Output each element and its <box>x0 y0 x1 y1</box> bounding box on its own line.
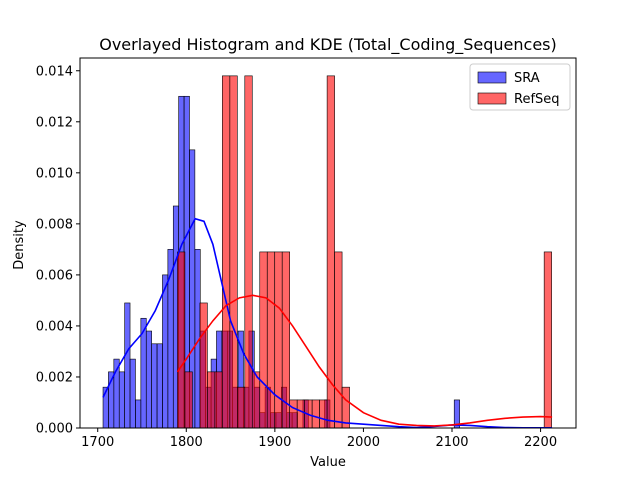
plot-frame <box>79 57 577 429</box>
y-tick-label-6: 0.012 <box>36 115 73 130</box>
legend-swatch-refseq <box>477 92 507 105</box>
x-tick-label-0: 1700 <box>81 435 114 450</box>
histogram-bar-sra-6 <box>135 399 142 429</box>
histogram-bar-sra-3 <box>118 371 125 429</box>
x-tick-label-2: 1900 <box>258 435 291 450</box>
histogram-bar-sra-8 <box>145 330 152 429</box>
y-tick-label-5: 0.010 <box>36 166 73 181</box>
legend-label-refseq: RefSeq <box>514 92 560 107</box>
histogram-bar-sra-4 <box>124 302 131 429</box>
x-tick-label-4: 2100 <box>435 435 468 450</box>
histogram-bar-refseq-19 <box>319 399 328 429</box>
histogram-bar-refseq-9 <box>244 75 253 429</box>
histogram-bar-refseq-0 <box>177 251 186 429</box>
y-tick-label-2: 0.004 <box>36 319 73 334</box>
legend: SRA RefSeq <box>469 63 571 111</box>
histogram-bar-refseq-4 <box>207 371 216 429</box>
histogram-bar-refseq-20 <box>326 75 335 429</box>
histogram-bar-refseq-21 <box>334 251 343 429</box>
histogram-bar-refseq-3 <box>199 302 208 429</box>
histogram-bar-sra-11 <box>162 274 169 429</box>
x-tick-label-5: 2200 <box>524 435 557 450</box>
y-axis-label: Density <box>12 220 27 270</box>
y-tick-label-4: 0.008 <box>36 217 73 232</box>
legend-swatch-sra <box>477 71 507 84</box>
kde-line-refseq <box>176 294 553 427</box>
histogram-bar-refseq-8 <box>237 386 246 429</box>
y-tick-label-0: 0.000 <box>36 422 73 437</box>
histogram-bar-refseq-49 <box>543 251 552 429</box>
x-tick-label-3: 2000 <box>347 435 380 450</box>
histogram-bar-refseq-1 <box>184 371 193 429</box>
legend-label-sra: SRA <box>514 71 540 86</box>
histogram-bar-refseq-6 <box>222 75 231 429</box>
chart-title: Overlayed Histogram and KDE (Total_Codin… <box>99 35 557 55</box>
histogram-bar-refseq-15 <box>289 399 298 429</box>
histogram-bar-sra-5 <box>129 358 136 429</box>
histogram-bar-refseq-5 <box>214 371 223 429</box>
histogram-bar-refseq-13 <box>274 251 283 429</box>
histogram-bar-refseq-7 <box>229 75 238 429</box>
plot-area: 1700 1800 1900 2000 2100 2200 0.000 0.002 0.004 0… <box>36 57 577 450</box>
histogram-bar-sra-10 <box>156 343 163 429</box>
y-tick-label-1: 0.002 <box>36 370 73 385</box>
x-axis-label: Value <box>310 455 346 470</box>
histogram-bar-refseq-10 <box>251 371 261 429</box>
y-tick-label-3: 0.006 <box>36 268 73 283</box>
x-tick-label-1: 1800 <box>170 435 203 450</box>
histogram-bar-sra-9 <box>151 343 158 429</box>
histogram-bar-refseq-11 <box>259 251 268 429</box>
histogram-bar-refseq-12 <box>266 251 276 429</box>
histogram-bar-refseq-18 <box>311 399 320 429</box>
histogram-bar-refseq-16 <box>296 399 305 429</box>
y-tick-label-7: 0.014 <box>36 64 73 79</box>
